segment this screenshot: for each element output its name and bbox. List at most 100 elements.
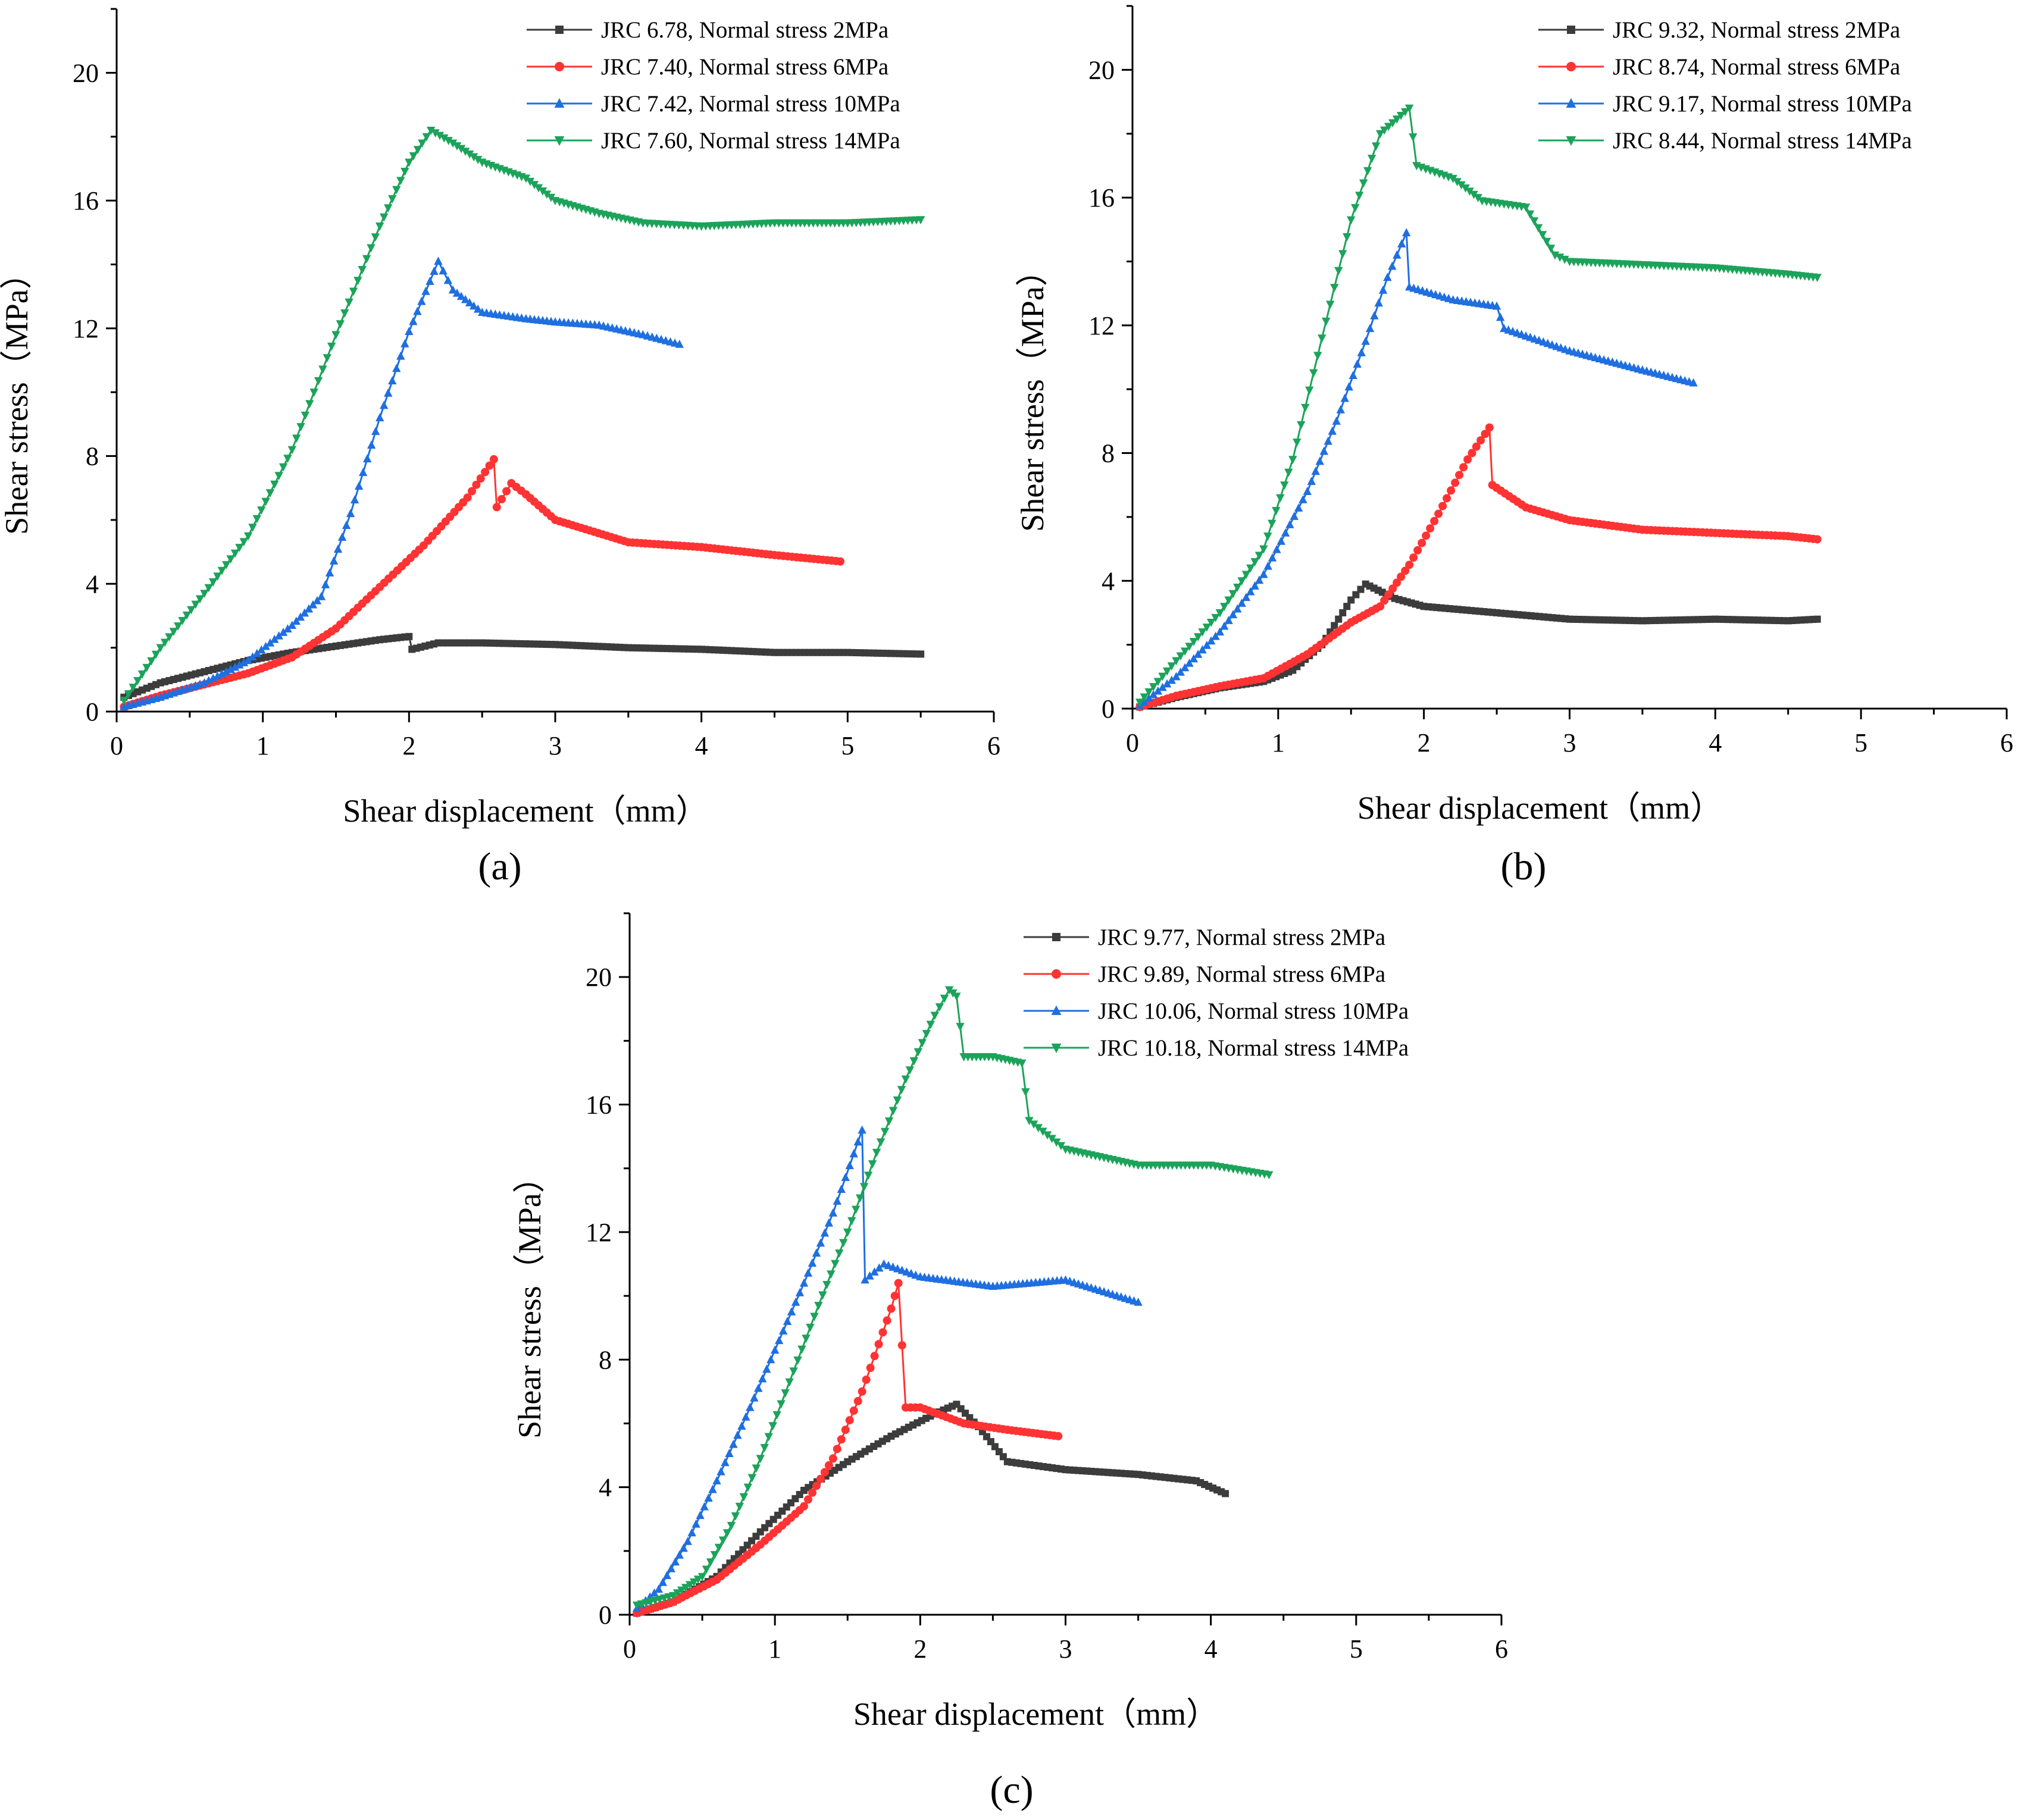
data-point xyxy=(421,286,430,295)
data-point xyxy=(1285,519,1294,528)
legend-entry: JRC 7.60, Normal stress 14MPa xyxy=(601,128,900,154)
data-point xyxy=(673,1589,682,1598)
data-point xyxy=(296,612,305,621)
data-point xyxy=(1135,698,1144,707)
legend-entry: JRC 9.17, Normal stress 10MPa xyxy=(1613,91,1912,117)
data-point xyxy=(1167,675,1176,684)
x-tick-label: 6 xyxy=(987,731,1000,760)
data-point xyxy=(1315,456,1324,465)
data-point xyxy=(331,331,340,340)
data-point xyxy=(430,267,439,275)
data-point xyxy=(525,177,535,186)
data-point xyxy=(1336,405,1345,414)
data-point xyxy=(1259,569,1268,578)
data-point xyxy=(418,139,427,148)
data-point xyxy=(952,992,961,1001)
data-point xyxy=(754,1383,763,1392)
data-point xyxy=(1473,194,1482,202)
data-point xyxy=(1455,471,1464,480)
data-point xyxy=(828,1454,837,1463)
x-tick-label: 4 xyxy=(1204,1634,1218,1664)
data-point xyxy=(679,1543,688,1552)
data-point xyxy=(396,177,405,186)
data-point xyxy=(230,549,240,558)
data-point xyxy=(855,1194,865,1203)
data-point xyxy=(1198,645,1207,654)
data-point xyxy=(1443,494,1451,503)
legend-swatch-marker xyxy=(554,136,565,146)
data-point xyxy=(897,1265,907,1274)
data-point xyxy=(837,1435,846,1444)
data-point xyxy=(1038,1127,1047,1136)
data-point xyxy=(841,1426,850,1434)
data-point xyxy=(261,641,270,650)
data-point xyxy=(409,317,418,325)
data-point xyxy=(301,411,310,420)
data-point xyxy=(502,487,511,496)
data-point xyxy=(530,181,539,190)
data-point xyxy=(685,1581,694,1590)
data-point xyxy=(1339,609,1347,616)
data-point xyxy=(1521,203,1531,212)
legend: JRC 6.78, Normal stress 2MPa JRC 7.40, No… xyxy=(527,17,900,154)
data-point xyxy=(1172,672,1181,681)
data-point xyxy=(858,1125,866,1134)
data-point xyxy=(204,584,213,593)
y-tick-label: 12 xyxy=(586,1218,612,1247)
data-point xyxy=(1176,652,1185,661)
data-point xyxy=(333,544,343,553)
x-tick-label: 0 xyxy=(110,731,123,760)
data-point xyxy=(1158,672,1167,681)
data-point xyxy=(906,1268,916,1277)
legend-swatch-marker xyxy=(1566,98,1576,108)
data-point xyxy=(323,354,331,363)
y-tick-label: 16 xyxy=(73,186,99,215)
data-point xyxy=(897,1086,906,1095)
data-point xyxy=(1305,386,1314,395)
data-point xyxy=(722,1529,732,1537)
data-point xyxy=(868,1160,877,1169)
data-point xyxy=(808,1258,817,1267)
y-axis-title: Shear stress（MPa） xyxy=(512,1161,547,1438)
data-point xyxy=(1397,239,1406,248)
data-point xyxy=(1319,446,1328,455)
data-point xyxy=(1047,1135,1056,1144)
y-tick-label: 4 xyxy=(86,569,99,599)
data-point xyxy=(1043,1131,1052,1140)
data-point xyxy=(151,650,161,659)
data-point xyxy=(371,427,380,436)
data-point xyxy=(800,1502,808,1511)
panel-label: (c) xyxy=(990,1768,1033,1812)
data-point xyxy=(380,400,389,409)
data-point xyxy=(405,158,414,167)
series-0 xyxy=(120,632,925,701)
data-point xyxy=(1353,359,1362,368)
data-point xyxy=(861,1275,869,1284)
data-point xyxy=(439,266,448,275)
data-point xyxy=(1372,142,1381,151)
data-point xyxy=(1368,155,1376,163)
y-tick-label: 12 xyxy=(73,314,99,343)
data-point xyxy=(1447,486,1456,495)
x-axis-title: Shear displacement（mm） xyxy=(343,793,708,829)
data-point xyxy=(1461,184,1470,193)
data-point xyxy=(1318,334,1326,343)
data-point xyxy=(762,1364,771,1373)
legend-entry: JRC 8.44, Normal stress 14MPa xyxy=(1613,128,1912,154)
data-point xyxy=(650,1588,659,1597)
series-2 xyxy=(120,256,684,710)
data-point xyxy=(137,670,147,679)
data-point xyxy=(384,204,393,213)
data-point xyxy=(252,649,262,657)
y-tick-label: 8 xyxy=(1102,439,1115,468)
data-point xyxy=(1492,301,1501,310)
data-point xyxy=(1438,502,1447,510)
data-point xyxy=(243,656,253,665)
data-point xyxy=(1485,423,1494,432)
data-point xyxy=(849,1149,858,1158)
data-point xyxy=(1228,610,1238,619)
data-point xyxy=(865,1271,874,1280)
data-point xyxy=(739,1493,749,1502)
data-point xyxy=(1454,606,1462,613)
data-point xyxy=(714,1543,724,1552)
